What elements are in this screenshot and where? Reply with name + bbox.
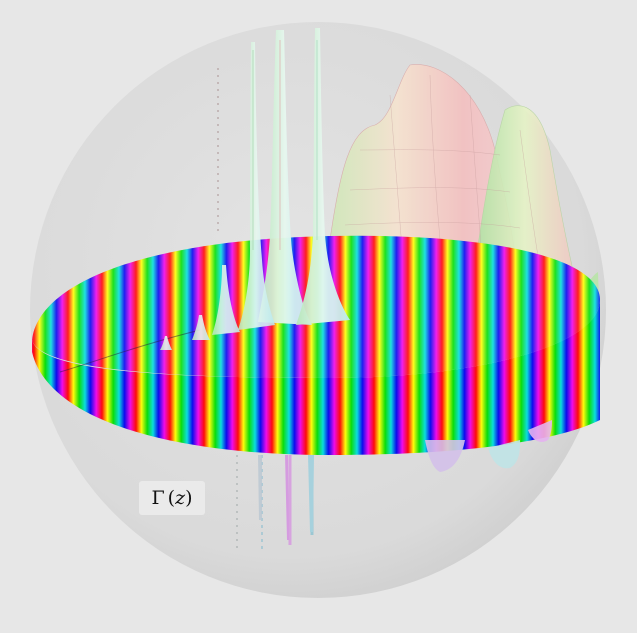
paren-open: ( — [167, 487, 176, 509]
pole-spike — [160, 336, 172, 350]
pole-spike — [192, 315, 210, 340]
pole-spike — [238, 42, 275, 330]
function-argument: z — [175, 487, 186, 509]
pole-spike — [212, 265, 240, 335]
pole-spike — [258, 30, 312, 325]
disk-rim — [32, 300, 600, 455]
pole-spikes — [160, 28, 350, 350]
paren-close: ) — [185, 487, 193, 509]
under-spikes — [258, 455, 314, 540]
pole-spike — [296, 28, 350, 325]
function-label: Γ ( z ) — [139, 481, 205, 515]
function-symbol: Γ — [151, 487, 165, 509]
under-drapes — [425, 420, 552, 472]
